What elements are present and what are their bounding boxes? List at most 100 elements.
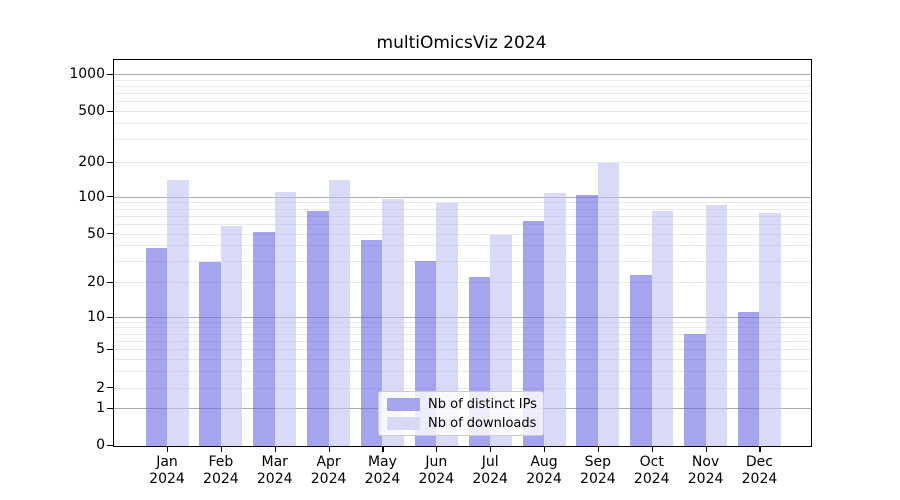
gridline-minor (114, 86, 811, 88)
legend-swatch-ips (387, 397, 420, 411)
gridline-minor (114, 93, 811, 95)
gridline-minor (114, 327, 811, 329)
y-tick-label-5: 5 (96, 341, 105, 358)
x-tick-label-dec: Dec 2024 (741, 454, 778, 487)
gridline-minor (114, 162, 811, 163)
gridline-minor (114, 358, 811, 360)
bar-downloads-apr (328, 179, 351, 446)
x-tick-label-aug: Aug 2024 (526, 454, 562, 487)
y-tick-label-200: 200 (78, 154, 105, 170)
bar-downloads-jun (436, 202, 458, 446)
bar-distinct-ips-apr (307, 210, 329, 446)
gridline-minor (114, 282, 811, 283)
gridline-minor (114, 340, 811, 342)
bar-distinct-ips-nov (684, 333, 706, 446)
x-tick-mark (490, 445, 492, 452)
x-tick-label-jul: Jul 2024 (472, 454, 508, 487)
gridline-minor (114, 139, 811, 141)
y-tick-mark (107, 387, 113, 389)
chart-title: multiOmicsViz 2024 (376, 33, 547, 53)
x-tick-label-nov: Nov 2024 (687, 454, 724, 487)
bar-downloads-oct (651, 210, 674, 446)
gridline-minor (114, 215, 811, 217)
gridline-major (114, 74, 811, 76)
y-tick-mark (107, 161, 113, 163)
legend-swatch-downloads (387, 416, 420, 430)
x-tick-mark (759, 445, 761, 452)
bar-downloads-sep (597, 163, 620, 446)
bar-downloads-feb (220, 225, 243, 446)
y-tick-label-1: 1 (96, 400, 105, 417)
bar-distinct-ips-may (360, 240, 383, 446)
x-tick-mark (382, 445, 384, 452)
bar-downloads-mar (274, 191, 297, 446)
x-tick-label-jan: Jan 2024 (149, 454, 185, 487)
gridline-minor (114, 260, 811, 262)
x-tick-mark (436, 445, 438, 452)
gridline-major (114, 196, 811, 198)
y-tick-mark (107, 407, 113, 409)
x-tick-label-may: May 2024 (364, 454, 401, 487)
gridline-minor (114, 349, 811, 351)
y-tick-label-500: 500 (78, 103, 105, 119)
y-tick-label-50: 50 (87, 225, 105, 242)
gridline-minor (114, 223, 811, 225)
gridline-minor (114, 333, 811, 335)
y-tick-mark (107, 196, 113, 198)
gridline-major (114, 317, 811, 318)
gridline-minor (114, 370, 811, 372)
x-tick-label-mar: Mar 2024 (256, 454, 293, 487)
x-tick-mark (167, 445, 169, 452)
y-tick-mark (107, 444, 113, 447)
gridline-minor (114, 101, 811, 103)
y-tick-mark (107, 281, 113, 283)
gridline-minor (114, 321, 811, 323)
legend-label-distinct-ips: Nb of distinct IPs (428, 396, 537, 412)
x-tick-label-apr: Apr 2024 (310, 454, 347, 487)
x-tick-label-feb: Feb 2024 (203, 454, 239, 487)
gridline-minor (114, 123, 811, 125)
gridline-minor (114, 111, 811, 112)
x-tick-mark (651, 445, 653, 452)
bar-distinct-ips-sep (576, 194, 598, 446)
x-tick-label-jun: Jun 2024 (418, 454, 455, 487)
gridline-minor (114, 79, 811, 81)
gridline-minor (114, 208, 811, 210)
y-tick-mark (107, 110, 113, 112)
bar-distinct-ips-mar (253, 231, 275, 446)
bar-distinct-ips-feb (199, 262, 221, 446)
bar-downloads-jan (167, 179, 189, 446)
y-tick-label-1000: 1000 (69, 66, 105, 83)
y-tick-label-20: 20 (87, 274, 105, 290)
x-tick-mark (328, 445, 330, 452)
gridline-minor (114, 387, 811, 389)
y-tick-label-2: 2 (96, 379, 105, 396)
gridline-minor (114, 202, 811, 204)
plot-area: Jan 2024 Feb 2024 Mar 2024 Apr 2024 May 2024… (69, 59, 812, 487)
legend-item-distinct-ips: Nb of distinct IPs (379, 396, 543, 412)
legend-item-downloads: Nb of downloads (379, 415, 543, 431)
x-tick-mark (544, 445, 546, 452)
bar-distinct-ips-aug (522, 221, 545, 446)
y-tick-mark (107, 316, 113, 318)
x-tick-label-oct: Oct 2024 (633, 454, 670, 487)
gridline-minor (114, 245, 811, 247)
gridline-minor (114, 233, 811, 235)
y-tick-label-0: 0 (96, 437, 105, 454)
y-tick-label-10: 10 (87, 309, 105, 325)
y-tick-mark (107, 73, 113, 75)
y-tick-mark (107, 348, 113, 350)
bar-distinct-ips-oct (630, 274, 652, 446)
x-tick-mark (220, 445, 223, 452)
x-tick-mark (705, 445, 707, 452)
bar-downloads-may (382, 198, 404, 446)
y-tick-mark (107, 233, 113, 235)
legend: Nb of distinct IPs Nb of downloads (378, 391, 544, 436)
bar-downloads-dec (759, 212, 781, 446)
bar-downloads-aug (544, 192, 566, 446)
x-tick-mark (274, 445, 276, 452)
bar-distinct-ips-jan (145, 248, 167, 446)
y-tick-label-100: 100 (78, 188, 105, 205)
x-tick-mark (597, 445, 600, 452)
